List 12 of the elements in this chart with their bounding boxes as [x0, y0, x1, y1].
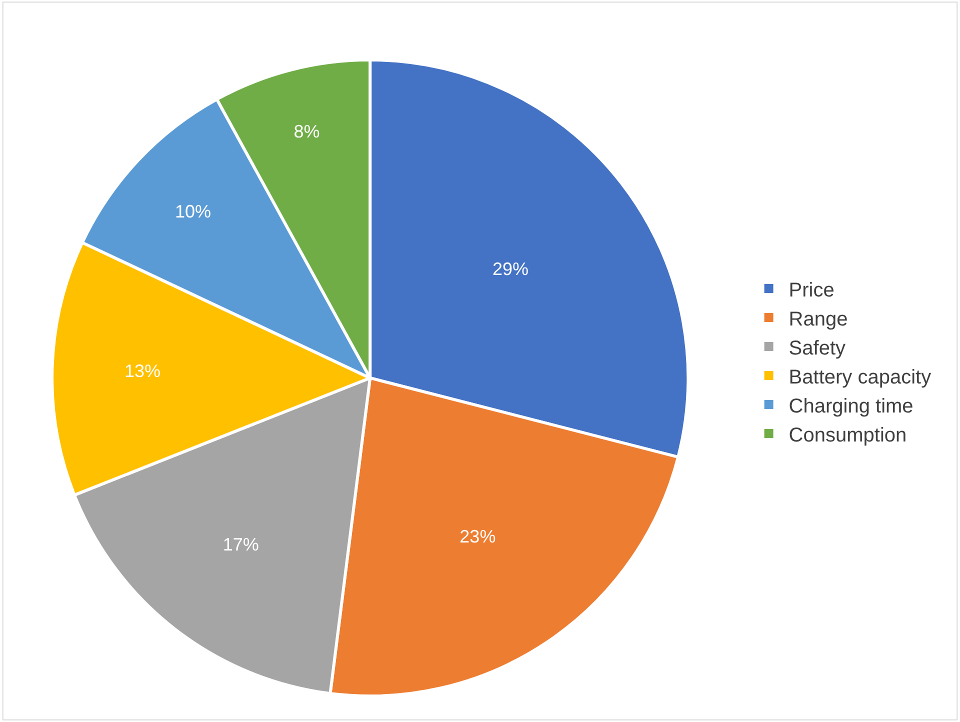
data-label: 23%	[460, 526, 496, 546]
legend-label: Range	[788, 308, 848, 330]
data-label: 17%	[222, 534, 259, 554]
legend-label: Consumption	[788, 424, 907, 446]
legend-label: Charging time	[788, 395, 914, 418]
legend-label: Safety	[788, 337, 846, 360]
data-label: 8%	[294, 121, 320, 142]
legend-label: Price	[788, 279, 834, 302]
data-label: 29%	[492, 259, 528, 280]
legend-label: Battery capacity	[788, 366, 932, 388]
data-label: 13%	[124, 360, 161, 381]
data-label: 10%	[174, 202, 211, 222]
